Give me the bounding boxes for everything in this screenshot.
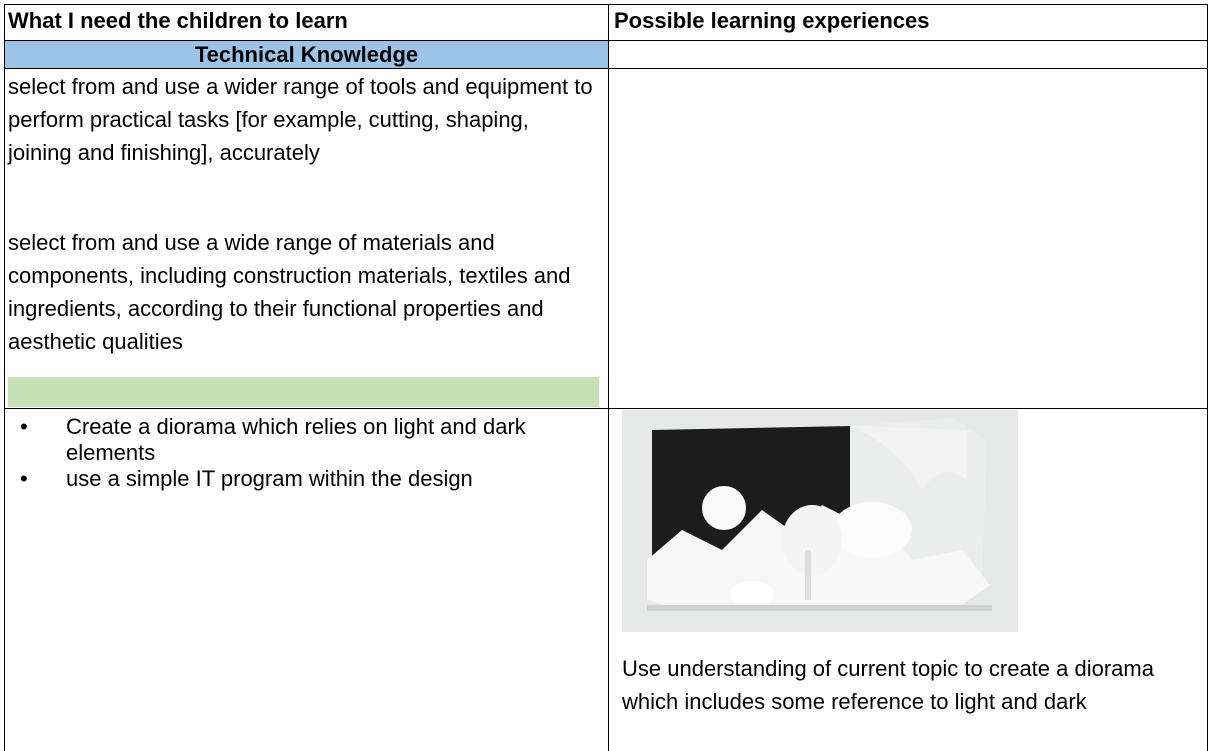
header-cell: What I need the children to learn bbox=[8, 8, 348, 33]
diorama-image bbox=[622, 410, 1018, 632]
rule bbox=[4, 4, 5, 751]
objective: select from and use a wide range of mate… bbox=[8, 230, 571, 354]
activity-list: Create a diorama which relies on light a… bbox=[0, 414, 600, 492]
rule bbox=[4, 68, 1208, 69]
experience: Use understanding of current topic to cr… bbox=[622, 656, 1154, 714]
green-bar bbox=[8, 377, 599, 407]
section-heading-bg bbox=[5, 41, 608, 68]
rule bbox=[1207, 4, 1208, 751]
objective: select from and use a wider range of too… bbox=[8, 74, 593, 165]
activity: Create a diorama which relies on light a… bbox=[0, 414, 600, 466]
rule bbox=[4, 408, 1208, 409]
activity: use a simple IT program within the desig… bbox=[0, 466, 600, 492]
section-heading: Technical Knowledge bbox=[194, 42, 419, 67]
rule bbox=[608, 4, 609, 751]
rule bbox=[4, 4, 1208, 5]
header-cell: Possible learning experiences bbox=[614, 8, 930, 33]
rule bbox=[4, 40, 1208, 41]
